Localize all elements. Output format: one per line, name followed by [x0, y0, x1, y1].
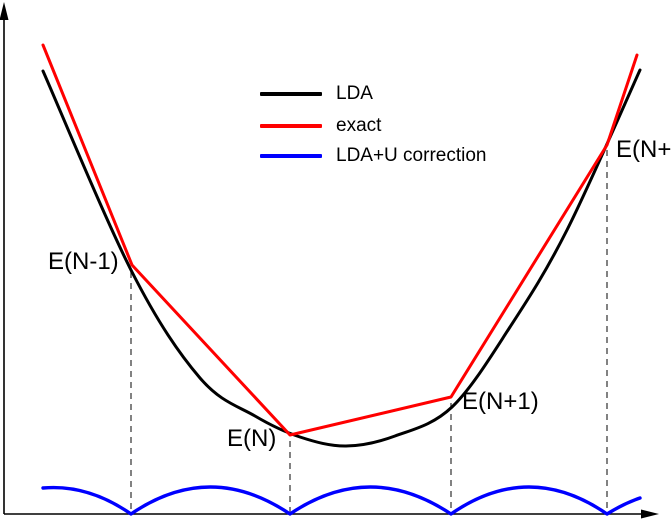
label-e-n-plus-1: E(N+1) — [462, 388, 539, 415]
y-axis-arrow-icon — [0, 2, 9, 20]
label-e-n-plus-2-clipped: E(N+ — [616, 136, 671, 163]
legend-label-lda: LDA — [336, 83, 373, 104]
legend-label-exact: exact — [336, 115, 382, 136]
legend-item-lda: LDA — [260, 82, 373, 106]
legend-label-lda-u-correction: LDA+U correction — [336, 145, 487, 166]
x-axis-arrow-icon — [641, 509, 659, 519]
curve-lda — [41, 68, 642, 448]
legend-item-lda-u-correction: LDA+U correction — [260, 144, 486, 168]
legend-line-lda-u-correction — [260, 154, 322, 158]
curve-lda-u-correction — [41, 485, 642, 516]
curve-exact — [41, 43, 639, 437]
legend-line-exact — [260, 124, 322, 128]
label-e-n-minus-1: E(N-1) — [48, 248, 119, 275]
legend-line-lda — [260, 92, 322, 96]
label-e-n: E(N) — [227, 425, 277, 452]
legend-item-exact: exact — [260, 114, 381, 138]
